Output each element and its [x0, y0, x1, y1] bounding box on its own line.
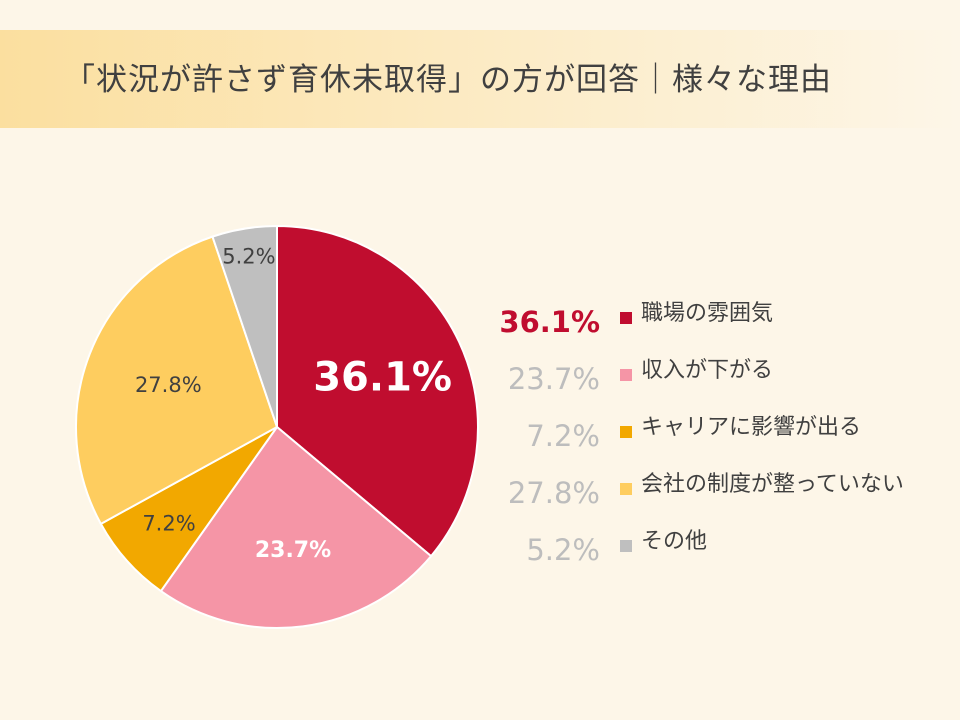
legend-label: その他 [641, 529, 708, 554]
title-band [0, 30, 960, 128]
legend-item: 7.2% キャリアに影響が出る [500, 410, 940, 467]
legend-item: 36.1% 職場の雰囲気 [499, 296, 940, 353]
legend-label: 会社の制度が整っていない [641, 472, 904, 497]
legend-swatch [620, 369, 632, 381]
pie-slice-2 [159, 425, 433, 629]
legend-value: 5.2% [526, 533, 600, 567]
pie-slice-4 [75, 235, 279, 526]
legend-value: 23.7% [507, 362, 600, 396]
legend-label: 収入が下がる [641, 358, 774, 383]
legend-label: 職場の雰囲気 [641, 301, 774, 326]
slice-label-2: 23.7% [255, 538, 331, 563]
legend: 36.1% 職場の雰囲気 23.7% 収入が下がる 7.2% キャリアに影響が出る 27.8… [499, 296, 940, 581]
legend-label: キャリアに影響が出る [641, 415, 862, 440]
legend-item: 27.8% 会社の制度が整っていない [500, 467, 940, 524]
slice-label-5: 5.2% [222, 244, 275, 268]
legend-value: 36.1% [499, 305, 600, 339]
slice-label-1: 36.1% [313, 355, 452, 401]
legend-value: 7.2% [526, 419, 600, 453]
pie-slice-5 [211, 224, 278, 428]
slice-label-4: 27.8% [135, 373, 202, 397]
legend-item: 23.7% 収入が下がる [500, 353, 940, 410]
legend-swatch [620, 540, 632, 552]
slice-label-3: 7.2% [142, 511, 195, 535]
legend-swatch [620, 312, 632, 324]
legend-item: 5.2% その他 [500, 524, 940, 581]
legend-swatch [620, 483, 632, 495]
legend-swatch [620, 426, 632, 438]
legend-value: 27.8% [507, 476, 600, 510]
pie-slice-1 [276, 224, 479, 558]
page-title: 「状況が許さず育休未取得」の方が回答｜様々な理由 [64, 62, 832, 98]
